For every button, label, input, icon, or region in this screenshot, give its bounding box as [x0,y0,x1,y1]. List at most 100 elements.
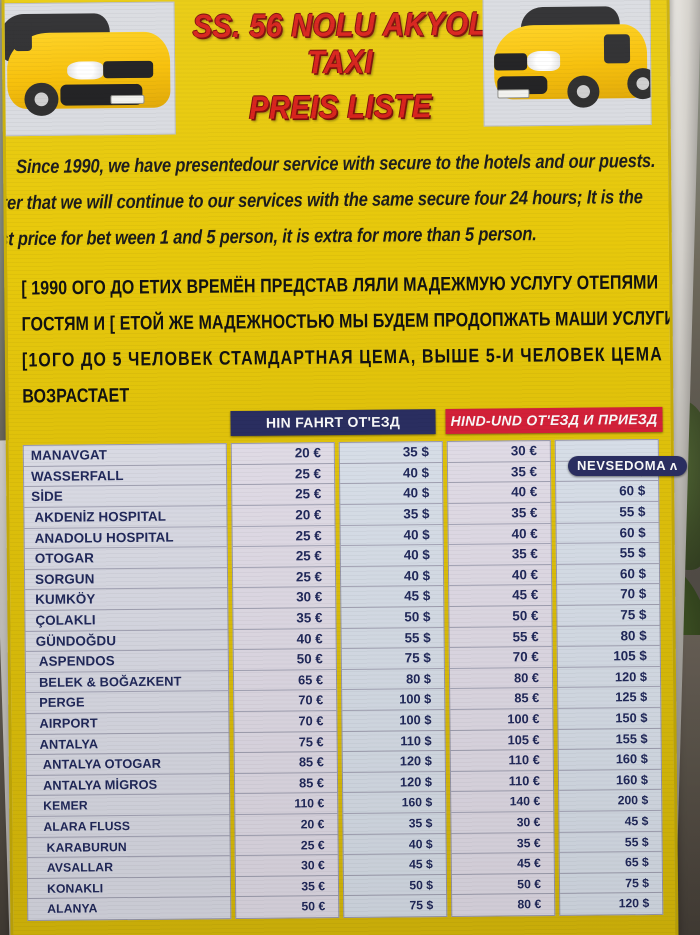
table-row-price: 25 € [232,525,335,548]
table-row-destination: WASSERFALL [23,464,227,488]
table-row-price: 50 € [451,873,555,896]
table-row-price: 100 € [450,708,553,731]
table-row-price: 85 € [234,772,338,795]
table-row-destination: AIRPORT [26,712,229,735]
table-row-price: 35 $ [339,442,442,464]
table-row-price: 160 $ [343,792,446,814]
table-row-price: 75 $ [557,604,660,627]
table-row-price: 75 € [234,731,337,754]
table-row-destination: BELEK & BOĞAZKENT [25,670,229,694]
table-row-price: 35 € [451,832,554,855]
table-row-destination: AKDENİZ HOSPITAL [24,506,227,529]
table-row-price: 25 € [232,566,336,589]
table-row-price: 150 $ [558,707,661,730]
table-row-destination: KUMKÖY [25,588,228,612]
table-row-price: 70 € [449,647,552,669]
price-table-one-way-eur-column: 20 €25 €25 €20 €25 €25 €25 €30 €35 €40 €… [230,442,340,919]
table-row-price: 120 $ [618,896,650,911]
table-row-price: 80 $ [341,668,445,691]
direction-badge-one-way: HIN FAHRT ОТ'ЕЗД [230,409,436,437]
taxi-illustration-2 [483,0,652,126]
table-row-price: 35 € [448,502,551,525]
table-row-price: 60 $ [556,563,660,586]
table-row-price: 70 $ [557,584,660,606]
table-row-price: 110 € [450,750,553,772]
table-row-price: 55 $ [341,627,444,650]
table-row-destination: ALARA FLUSS [27,815,230,838]
table-row-price: 105 $ [557,646,660,668]
table-row-price: 200 $ [559,790,662,812]
table-row-price: 45 € [449,585,552,607]
table-row-price: 160 $ [558,769,662,792]
table-row-price: 110 € [450,770,554,793]
intro-en-line-2: fter that we will continue to our servic… [1,186,643,215]
taxi-photo-left [1,1,176,137]
table-row-destination: KEMER [27,794,230,817]
sign-title-line-1: SS. 56 NOLU AKYOL TAXI [192,6,488,82]
table-row-price: 80 $ [557,625,660,648]
table-row-price: 100 $ [342,709,445,732]
table-row-price: 105 € [450,729,553,752]
table-row-price: 45 $ [559,810,662,833]
table-row-price: 125 $ [558,687,661,709]
table-row-price: 40 € [448,523,551,546]
table-row-destination: ANTALYA OTOGAR [26,753,229,776]
table-row-price: 45 € [451,853,554,875]
table-row-price: 65 € [233,669,337,692]
table-row-price: 55 € [449,626,552,649]
price-table-round-eur-column: 30 €35 €40 €35 €40 €35 €40 €45 €50 €55 €… [446,440,556,917]
table-row-price: 50 $ [341,606,444,629]
price-table-destination-column: MANAVGAT WASSERFALL SİDE AKDENİZ HOSPITAL AN… [22,443,232,921]
table-row-price: 55 $ [559,831,662,854]
intro-text-english: Since 1990, we have presentedour service… [1,141,669,251]
table-row-price: 75 $ [341,648,444,670]
table-row-price: 35 € [447,461,551,484]
table-row-destination: ÇOLAKLI [25,609,228,632]
table-row-destination: ANADOLU HOSPITAL [24,526,227,550]
table-row-price: 75 $ [409,898,434,913]
table-row-price: 40 € [448,482,551,504]
sign-title-line-2: PREIS LISTE [248,88,433,127]
intro-en-line-1: Since 1990, we have presentedour service… [15,150,656,178]
table-row-price: 140 € [451,791,554,813]
direction-header-row: HIN FAHRT ОТ'ЕЗД HIND-UND ОТ'ЕЗД И ПРИЕЗ… [8,407,670,439]
table-row-price: 25 € [231,463,335,486]
table-row-price: 160 $ [558,749,661,771]
table-row-price: 155 $ [558,728,661,751]
table-row-price: 30 € [235,855,338,877]
table-row-price: 50 $ [343,874,447,897]
table-row-destination: ALANYA [47,901,98,917]
table-row-price: 30 € [447,441,550,463]
table-row-price: 45 $ [343,854,446,876]
table-row-price: 40 $ [340,545,443,567]
table-row-price: 40 $ [343,833,446,856]
table-row-destination: ASPENDOS [25,650,228,673]
table-row-price: 70 € [234,710,337,733]
table-row-price: 30 € [233,587,336,610]
table-row-destination: PERGE [26,691,229,714]
table-row-price: 45 $ [341,586,444,608]
table-row-price: 35 $ [340,504,443,526]
price-table-round-usd-column: 55 $60 $55 $60 $55 $60 $70 $75 $80 $105 … [554,439,664,916]
table-row-price: 40 € [448,564,552,587]
table-row-price: 60 $ [556,481,659,503]
table-row-price: 55 $ [556,501,659,524]
intro-ru-line-1: [ 1990 ОГО ДО ЕТИХ ВРЕМЁН ПРЕДСТАВ ЛЯЛИ … [21,272,659,300]
table-row-price: 100 $ [342,689,445,711]
price-table-one-way-usd-column: 35 $40 $40 $35 $40 $40 $40 $45 $50 $55 $… [338,441,448,918]
table-row-price: 40 $ [340,565,444,588]
intro-ru-line-3: [1ОГО ДО 5 ЧЕЛОВЕК СТАМДАРТНАЯ ЦЕМА, ВЫШ… [21,344,663,372]
intro-ru-line-2: ГОСТЯМ И [ ЕТОЙ ЖЕ МАДЕЖНОСТЬЮ МЫ БУДЕМ … [21,308,677,336]
table-row-price: 50 € [301,899,326,914]
nevsedoma-watermark: NEVSEDOMA ʌ [568,456,687,476]
table-row-price: 85 € [234,752,337,774]
table-row-price: 120 $ [557,666,661,689]
table-row-destination: GÜNDOĞDU [25,629,228,653]
table-row-price: 40 $ [340,483,443,506]
table-row-price: 120 $ [342,771,446,794]
table-row-price: 20 € [235,813,338,836]
table-row-destination: KARABURUN [27,835,230,859]
table-row-price: 110 € [235,793,338,815]
table-row-price: 65 $ [559,852,662,874]
